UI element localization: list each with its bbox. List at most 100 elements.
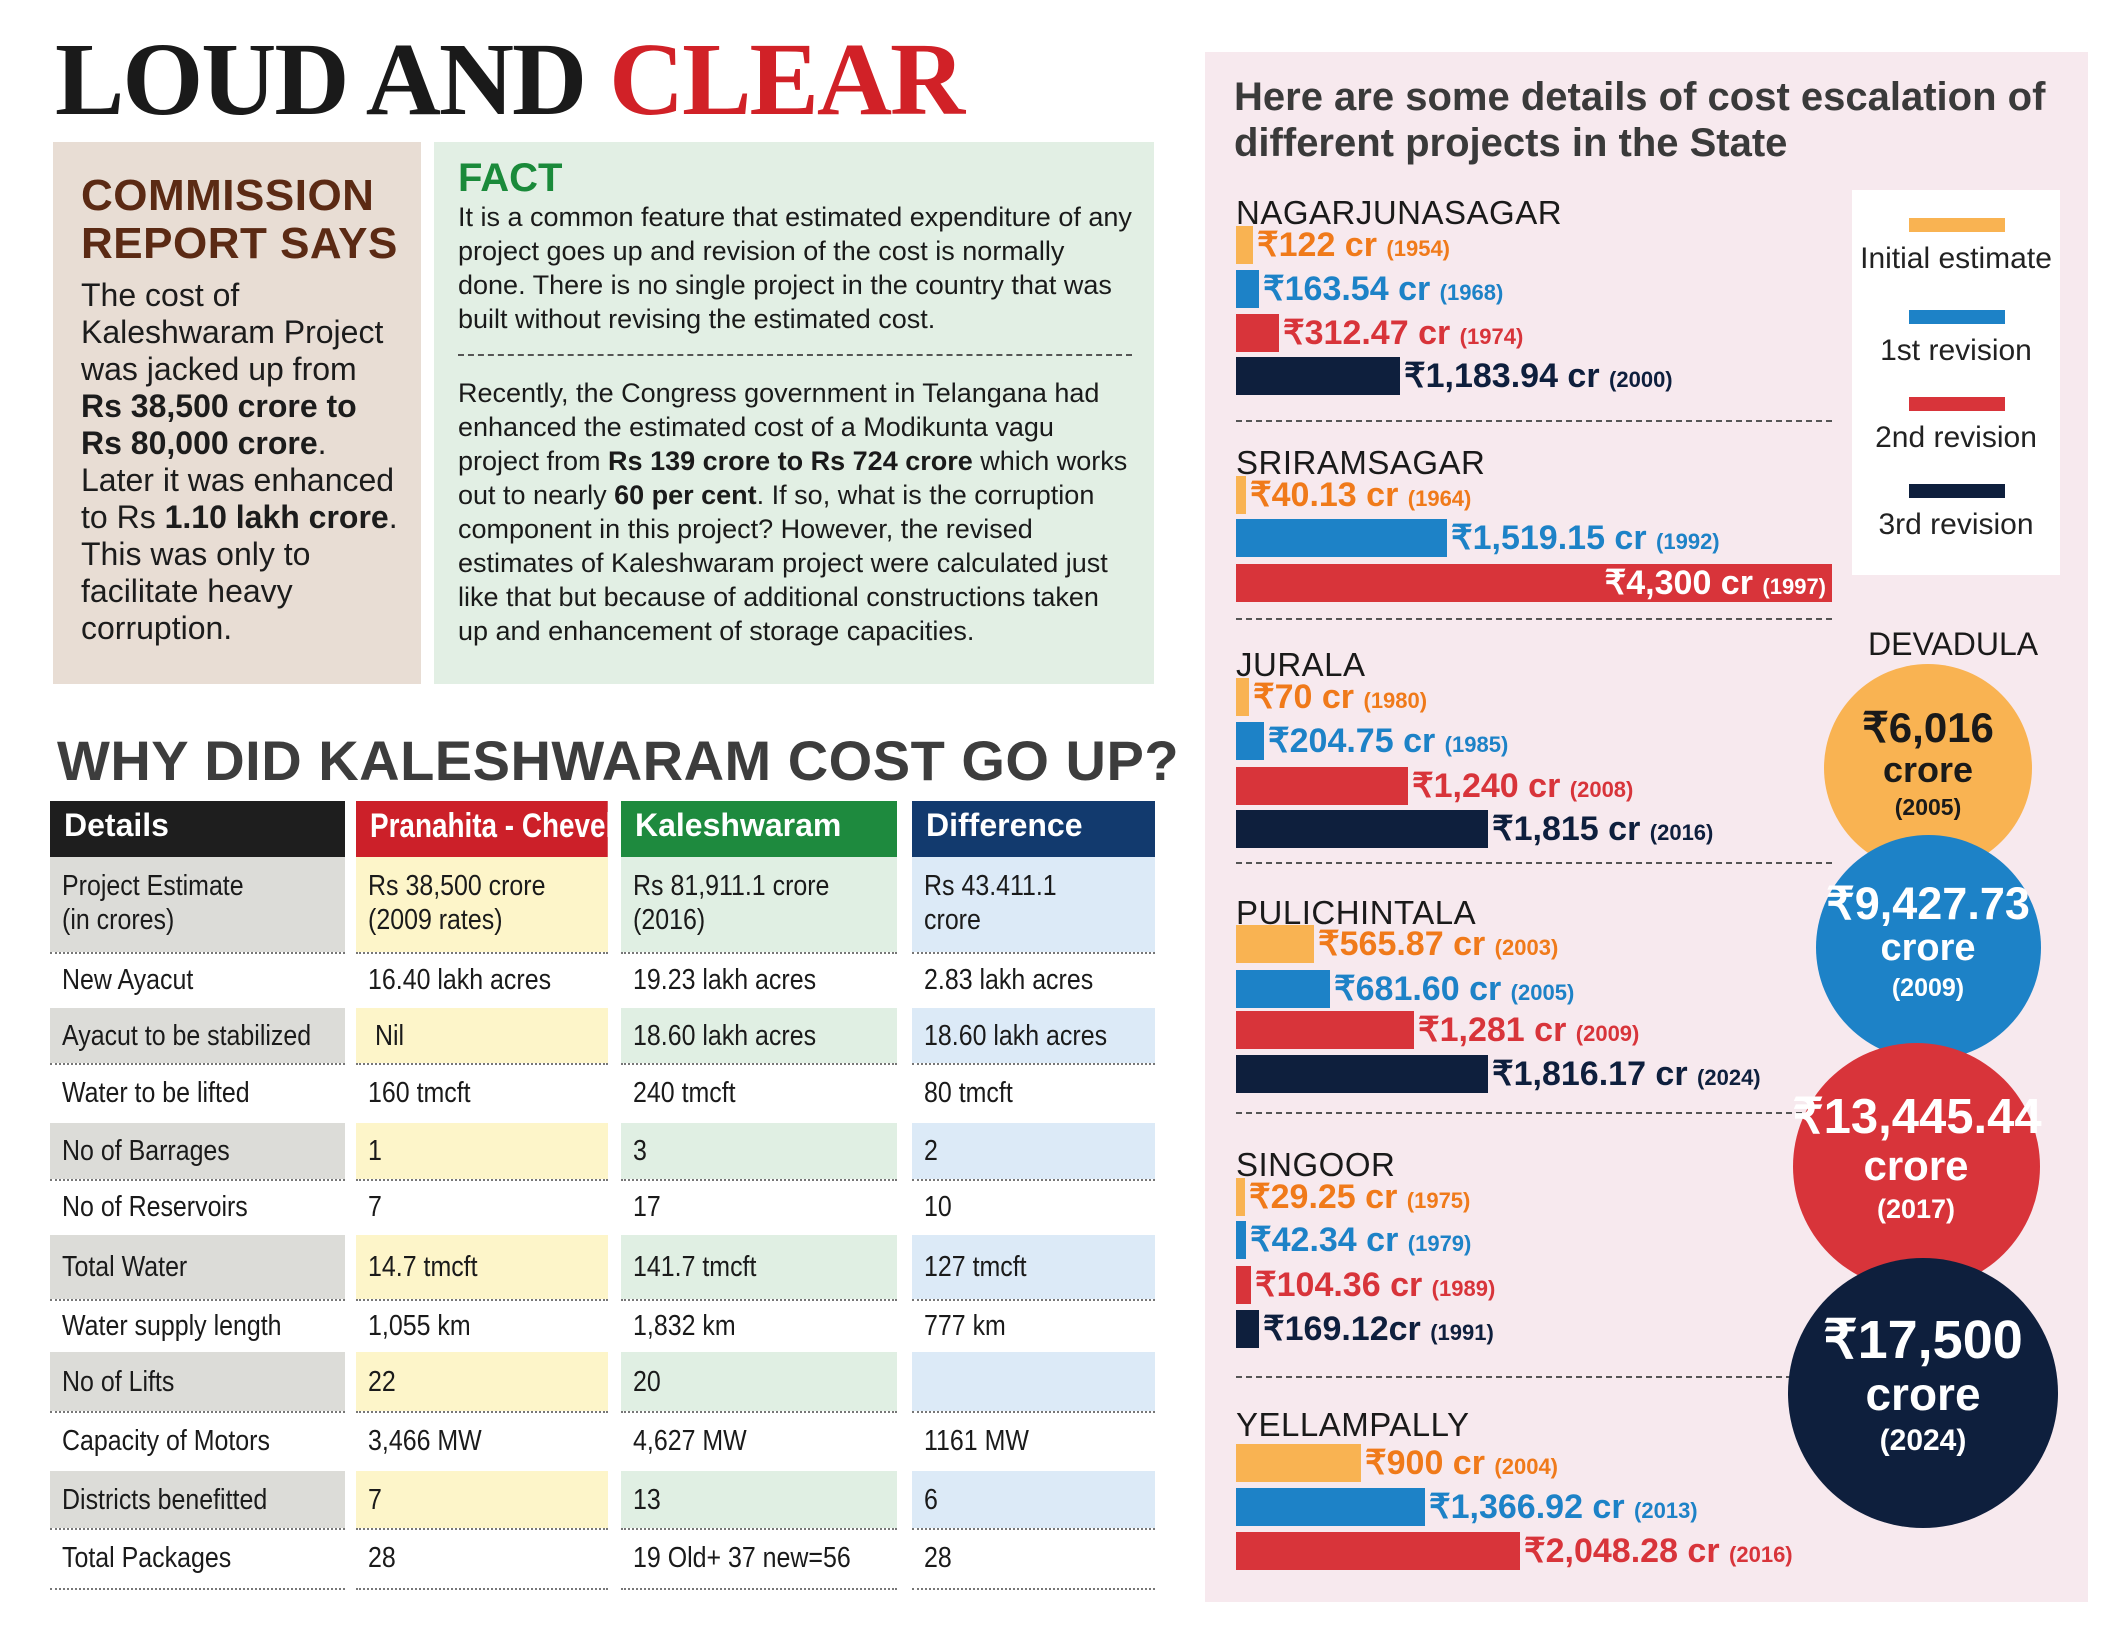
bar-label: ₹1,240 cr (2008): [1412, 767, 1633, 809]
bar-value-label: ₹70 cr: [1253, 678, 1355, 716]
table-header: Details: [50, 801, 345, 857]
table-row-shade: [356, 1008, 608, 1063]
devadula-year: (2005): [1894, 794, 1962, 820]
commission-title-line1: COMMISSION: [81, 171, 375, 220]
project-divider: [1236, 1112, 1832, 1114]
table-cell: 19 Old+ 37 new=56: [633, 1542, 851, 1574]
bar-rev3: [1236, 810, 1488, 848]
legend-swatch-rev2: [1909, 397, 2005, 411]
bar-value-label: ₹104.36 cr: [1255, 1266, 1423, 1304]
commission-text-1: The cost of Kaleshwaram Project was jack…: [81, 276, 384, 387]
fact-p2-bold-b: Rs 139 crore to Rs 724 crore: [608, 446, 973, 476]
bar-initial: [1236, 226, 1253, 264]
bar-value-label: ₹40.13 cr: [1250, 476, 1399, 514]
headline: LOUD AND CLEAR: [55, 28, 965, 132]
table-row-divider: [50, 1063, 345, 1065]
table-row-shade: [912, 1352, 1155, 1411]
legend-label-rev2: 2nd revision: [1875, 421, 2037, 454]
project-divider: [1236, 618, 1832, 620]
devadula-circle-rev2: ₹13,445.44 crore (2017): [1792, 1042, 2042, 1290]
bar-year-label: (1968): [1439, 280, 1504, 305]
table-header: Kaleshwaram: [621, 801, 897, 857]
table-cell: Rs 81,911.1 crore (2016): [633, 870, 830, 936]
project-name: SRIRAMSAGAR: [1236, 444, 1486, 481]
bar-rev2: [1236, 767, 1408, 805]
bar-year-label: (2003): [1494, 935, 1559, 960]
bar-label: ₹1,815 cr (2016): [1492, 810, 1713, 852]
commission-text-3: . This was only to facilitate heavy corr…: [81, 498, 398, 646]
bar-value-label: ₹2,048.28 cr: [1524, 1532, 1720, 1570]
bar-year-label: (2013): [1634, 1498, 1698, 1523]
table-header: Pranahita - Chevella: [356, 801, 637, 857]
table-row-divider: [621, 952, 897, 954]
bar-year-label: (2004): [1494, 1454, 1558, 1479]
bar-rev1: [1236, 270, 1259, 308]
devadula-value: ₹9,427.73: [1826, 877, 2030, 929]
bar-value-label: ₹1,815 cr: [1492, 810, 1641, 848]
devadula-circle-rev3: ₹17,500 crore (2024): [1788, 1258, 2058, 1528]
table-row-shade: [912, 1235, 1155, 1299]
bar-year-label: (1992): [1656, 529, 1720, 554]
table-cell: 19.23 lakh acres: [633, 964, 817, 996]
bar-value-label: ₹204.75 cr: [1268, 722, 1436, 760]
bar-value-label: ₹163.54 cr: [1263, 270, 1431, 308]
devadula-value: ₹13,445.44: [1792, 1089, 2042, 1144]
table-row-divider: [356, 1299, 608, 1301]
table-cell: 777 km: [924, 1310, 1006, 1342]
devadula-unit: crore: [1865, 1367, 1981, 1420]
table-cell: 10: [924, 1191, 952, 1223]
table-cell: 28: [368, 1542, 396, 1574]
bar-label: ₹2,048.28 cr (2016): [1524, 1532, 1793, 1574]
table-row-shade: [621, 1352, 897, 1411]
bar-label: ₹70 cr (1980): [1253, 678, 1427, 720]
fact-paragraph-1: It is a common feature that estimated ex…: [458, 202, 1132, 334]
bar-label: ₹122 cr (1954): [1257, 226, 1450, 268]
table-row-shade: [356, 1471, 608, 1528]
table-row-shade: [356, 1235, 608, 1299]
bar-value-label: ₹4,300 cr: [1604, 564, 1753, 602]
bar-label: ₹163.54 cr (1968): [1263, 270, 1503, 312]
project-divider: [1236, 420, 1832, 422]
fact-p2-text-c: which works out to nearly: [458, 446, 1128, 510]
fact-box: FACT It is a common feature that estimat…: [434, 142, 1154, 684]
table-row-shade: [356, 1123, 608, 1179]
bar-label: ₹104.36 cr (1989): [1255, 1266, 1495, 1308]
bar-label: ₹40.13 cr (1964): [1250, 476, 1471, 518]
legend-swatch-rev3: [1909, 484, 2005, 498]
bar-rev3: [1236, 1310, 1259, 1348]
commission-text: The cost of Kaleshwaram Project was jack…: [81, 277, 399, 647]
table-column-3: Difference Rs 43.411.1 crore 2.83 lakh acr…: [912, 801, 1155, 1601]
table-row-divider: [356, 952, 608, 954]
project-name: NAGARJUNASAGAR: [1236, 194, 1563, 231]
bar-year-label: (1954): [1386, 236, 1450, 261]
table-cell: Project Estimate (in crores): [62, 870, 244, 936]
table-cell: Capacity of Motors: [62, 1425, 270, 1457]
bar-value-label: ₹42.34 cr: [1250, 1221, 1399, 1259]
table-cell: 18.60 lakh acres: [924, 1020, 1108, 1052]
devadula-unit: crore: [1863, 1141, 1969, 1189]
bar-initial: [1236, 1444, 1361, 1482]
devadula-year: (2009): [1891, 973, 1965, 1002]
table-row-divider: [356, 1588, 608, 1590]
table-cell: 2.83 lakh acres: [924, 964, 1094, 996]
bar-rev2: [1236, 564, 1832, 602]
table-row-divider: [912, 1411, 1155, 1413]
table-cell: 2: [924, 1135, 938, 1167]
table-row-shade: [621, 1008, 897, 1063]
bar-rev2: [1236, 1532, 1520, 1570]
table-row-divider: [912, 952, 1155, 954]
table-cell: Rs 43.411.1 crore: [924, 870, 1057, 936]
devadula-unit: crore: [1880, 926, 1976, 969]
bar-value-label: ₹312.47 cr: [1283, 314, 1451, 352]
table-row-divider: [356, 1411, 608, 1413]
devadula-value: ₹17,500: [1823, 1310, 2023, 1370]
bar-year-label: (1991): [1430, 1320, 1494, 1345]
bar-value-label: ₹169.12cr: [1263, 1310, 1421, 1348]
table-row-divider: [621, 1299, 897, 1301]
table-row-shade: [50, 1235, 345, 1299]
table-cell: 18.60 lakh acres: [633, 1020, 817, 1052]
table-row-shade: [621, 1123, 897, 1179]
chart-legend: Initial estimate 1st revision 2nd revisi…: [1852, 190, 2060, 575]
fact-paragraph-2: Recently, the Congress government in Tel…: [458, 376, 1132, 648]
table-row-divider: [621, 1179, 897, 1181]
